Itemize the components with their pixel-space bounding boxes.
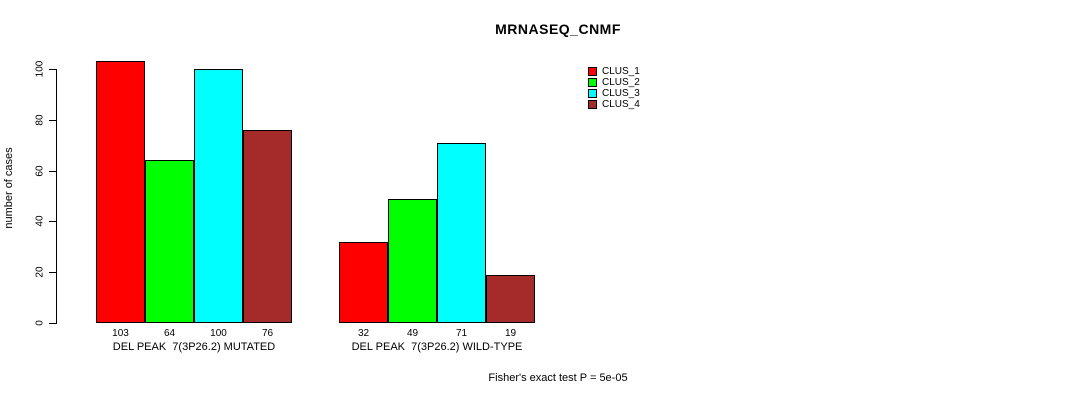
- y-axis-line: [56, 69, 57, 324]
- y-axis-tick-label: 100: [34, 60, 46, 78]
- bar-clus_4: [243, 130, 292, 323]
- bar-clus_1: [96, 61, 145, 323]
- bar-clus_2: [145, 160, 194, 323]
- legend-swatch: [588, 100, 597, 109]
- y-axis-tick: [49, 221, 56, 222]
- group-label: DEL PEAK 7(3P26.2) WILD-TYPE: [351, 341, 523, 353]
- y-axis-tick: [49, 120, 56, 121]
- legend-item: CLUS_2: [588, 77, 640, 88]
- y-axis-tick-label: 40: [34, 215, 46, 227]
- y-axis-tick-label: 20: [34, 266, 46, 278]
- y-axis-tick: [49, 323, 56, 324]
- bar-value-label: 32: [357, 328, 370, 339]
- bar-value-label: 103: [112, 328, 129, 339]
- legend: CLUS_1 CLUS_2 CLUS_3 CLUS_4: [588, 66, 640, 110]
- legend-swatch: [588, 89, 597, 98]
- bar-clus_1: [339, 242, 388, 323]
- bar-clus_4: [486, 275, 535, 323]
- legend-item: CLUS_3: [588, 88, 640, 99]
- bar-clus_2: [388, 199, 437, 323]
- legend-swatch: [588, 67, 597, 76]
- bar-value-label: 100: [210, 328, 227, 339]
- legend-item: CLUS_1: [588, 66, 640, 77]
- legend-label: CLUS_2: [602, 77, 640, 88]
- bar-value-label: 49: [406, 328, 419, 339]
- y-axis-title: number of cases: [3, 147, 15, 229]
- legend-label: CLUS_3: [602, 88, 640, 99]
- legend-item: CLUS_4: [588, 99, 640, 110]
- y-axis-tick-label: 60: [34, 165, 46, 177]
- bar-clus_3: [194, 69, 243, 323]
- y-axis-tick: [49, 171, 56, 172]
- bar-value-label: 76: [261, 328, 274, 339]
- bar-value-label: 71: [455, 328, 468, 339]
- legend-label: CLUS_1: [602, 66, 640, 77]
- bar-value-label: 64: [163, 328, 176, 339]
- annotation-text: Fisher's exact test P = 5e-05: [488, 372, 628, 384]
- bar-clus_3: [437, 143, 486, 323]
- group-label: DEL PEAK 7(3P26.2) MUTATED: [112, 341, 276, 353]
- chart-title: MRNASEQ_CNMF: [495, 21, 621, 37]
- y-axis-tick-label: 80: [34, 114, 46, 126]
- legend-swatch: [588, 78, 597, 87]
- y-axis-tick-label: 0: [34, 320, 46, 326]
- legend-label: CLUS_4: [602, 99, 640, 110]
- bar-value-label: 19: [504, 328, 517, 339]
- y-axis-tick: [49, 272, 56, 273]
- y-axis-tick: [49, 69, 56, 70]
